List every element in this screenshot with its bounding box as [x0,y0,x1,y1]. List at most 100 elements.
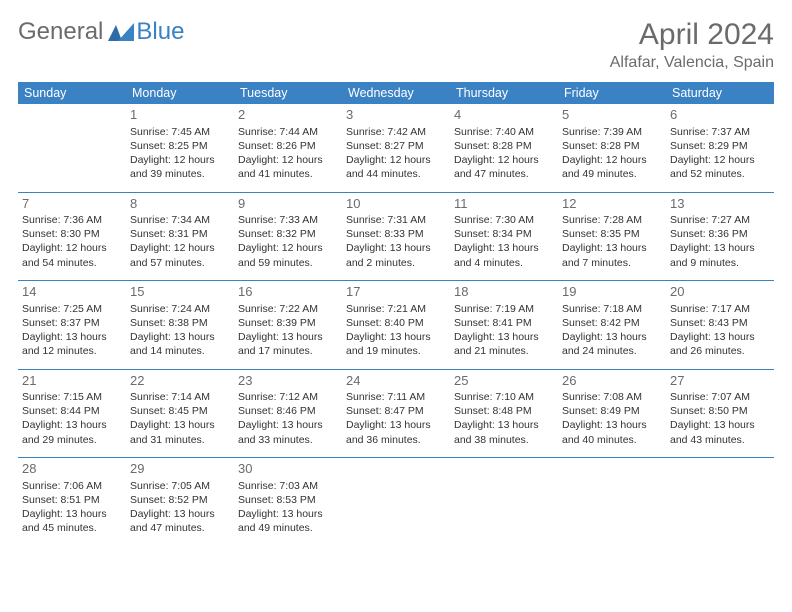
daylight-line-1: Daylight: 13 hours [670,418,770,432]
day-number: 14 [22,283,122,301]
sunrise-line: Sunrise: 7:05 AM [130,479,230,493]
sunset-line: Sunset: 8:41 PM [454,316,554,330]
day-number: 1 [130,106,230,124]
calendar-cell: 23Sunrise: 7:12 AMSunset: 8:46 PMDayligh… [234,370,342,458]
sunset-line: Sunset: 8:44 PM [22,404,122,418]
sunrise-line: Sunrise: 7:10 AM [454,390,554,404]
daylight-line-1: Daylight: 13 hours [238,418,338,432]
sunrise-line: Sunrise: 7:24 AM [130,302,230,316]
day-number: 25 [454,372,554,390]
sunrise-line: Sunrise: 7:33 AM [238,213,338,227]
calendar-cell: 24Sunrise: 7:11 AMSunset: 8:47 PMDayligh… [342,370,450,458]
month-title: April 2024 [610,18,774,52]
daylight-line-2: and 7 minutes. [562,256,662,270]
col-sunday: Sunday [18,82,126,104]
sunrise-line: Sunrise: 7:34 AM [130,213,230,227]
day-number: 19 [562,283,662,301]
calendar-cell: 21Sunrise: 7:15 AMSunset: 8:44 PMDayligh… [18,370,126,458]
sunset-line: Sunset: 8:30 PM [22,227,122,241]
calendar-row: 28Sunrise: 7:06 AMSunset: 8:51 PMDayligh… [18,458,774,546]
day-number: 17 [346,283,446,301]
calendar-row: 21Sunrise: 7:15 AMSunset: 8:44 PMDayligh… [18,370,774,458]
sunrise-line: Sunrise: 7:15 AM [22,390,122,404]
daylight-line-1: Daylight: 12 hours [22,241,122,255]
daylight-line-1: Daylight: 13 hours [562,241,662,255]
sunrise-line: Sunrise: 7:12 AM [238,390,338,404]
day-number: 26 [562,372,662,390]
daylight-line-2: and 43 minutes. [670,433,770,447]
daylight-line-1: Daylight: 13 hours [346,330,446,344]
daylight-line-2: and 24 minutes. [562,344,662,358]
daylight-line-2: and 26 minutes. [670,344,770,358]
sunrise-line: Sunrise: 7:22 AM [238,302,338,316]
logo: General Blue [18,18,184,46]
sunset-line: Sunset: 8:26 PM [238,139,338,153]
daylight-line-2: and 12 minutes. [22,344,122,358]
sunset-line: Sunset: 8:25 PM [130,139,230,153]
daylight-line-1: Daylight: 12 hours [130,153,230,167]
title-block: April 2024 Alfafar, Valencia, Spain [610,18,774,72]
daylight-line-2: and 14 minutes. [130,344,230,358]
day-number: 21 [22,372,122,390]
daylight-line-2: and 47 minutes. [454,167,554,181]
day-number: 2 [238,106,338,124]
daylight-line-2: and 36 minutes. [346,433,446,447]
calendar-cell: 25Sunrise: 7:10 AMSunset: 8:48 PMDayligh… [450,370,558,458]
calendar-cell: 4Sunrise: 7:40 AMSunset: 8:28 PMDaylight… [450,104,558,192]
daylight-line-1: Daylight: 13 hours [238,507,338,521]
sunset-line: Sunset: 8:46 PM [238,404,338,418]
sunrise-line: Sunrise: 7:42 AM [346,125,446,139]
calendar-cell: 26Sunrise: 7:08 AMSunset: 8:49 PMDayligh… [558,370,666,458]
sunrise-line: Sunrise: 7:25 AM [22,302,122,316]
col-wednesday: Wednesday [342,82,450,104]
day-number: 7 [22,195,122,213]
daylight-line-2: and 44 minutes. [346,167,446,181]
calendar-cell: 6Sunrise: 7:37 AMSunset: 8:29 PMDaylight… [666,104,774,192]
calendar-cell [666,458,774,546]
sunrise-line: Sunrise: 7:37 AM [670,125,770,139]
day-number: 8 [130,195,230,213]
sunset-line: Sunset: 8:52 PM [130,493,230,507]
sunset-line: Sunset: 8:47 PM [346,404,446,418]
daylight-line-1: Daylight: 12 hours [346,153,446,167]
daylight-line-2: and 31 minutes. [130,433,230,447]
calendar-cell: 2Sunrise: 7:44 AMSunset: 8:26 PMDaylight… [234,104,342,192]
sunrise-line: Sunrise: 7:45 AM [130,125,230,139]
day-number: 11 [454,195,554,213]
daylight-line-2: and 40 minutes. [562,433,662,447]
calendar-cell: 14Sunrise: 7:25 AMSunset: 8:37 PMDayligh… [18,281,126,369]
daylight-line-1: Daylight: 13 hours [22,418,122,432]
daylight-line-1: Daylight: 13 hours [562,330,662,344]
calendar-cell: 9Sunrise: 7:33 AMSunset: 8:32 PMDaylight… [234,193,342,281]
calendar-cell: 30Sunrise: 7:03 AMSunset: 8:53 PMDayligh… [234,458,342,546]
sunset-line: Sunset: 8:27 PM [346,139,446,153]
day-number: 20 [670,283,770,301]
day-number: 30 [238,460,338,478]
daylight-line-1: Daylight: 13 hours [454,418,554,432]
sunset-line: Sunset: 8:28 PM [562,139,662,153]
sunset-line: Sunset: 8:40 PM [346,316,446,330]
day-number: 16 [238,283,338,301]
calendar-row: 7Sunrise: 7:36 AMSunset: 8:30 PMDaylight… [18,193,774,281]
day-number: 23 [238,372,338,390]
day-number: 9 [238,195,338,213]
sunrise-line: Sunrise: 7:08 AM [562,390,662,404]
sunset-line: Sunset: 8:53 PM [238,493,338,507]
daylight-line-2: and 38 minutes. [454,433,554,447]
sunrise-line: Sunrise: 7:27 AM [670,213,770,227]
logo-mark-icon [108,19,134,46]
sunrise-line: Sunrise: 7:06 AM [22,479,122,493]
col-saturday: Saturday [666,82,774,104]
header: General Blue April 2024 Alfafar, Valenci… [18,18,774,72]
sunset-line: Sunset: 8:42 PM [562,316,662,330]
daylight-line-1: Daylight: 13 hours [238,330,338,344]
calendar-cell: 16Sunrise: 7:22 AMSunset: 8:39 PMDayligh… [234,281,342,369]
sunset-line: Sunset: 8:28 PM [454,139,554,153]
calendar-cell: 5Sunrise: 7:39 AMSunset: 8:28 PMDaylight… [558,104,666,192]
sunrise-line: Sunrise: 7:03 AM [238,479,338,493]
sunrise-line: Sunrise: 7:39 AM [562,125,662,139]
daylight-line-2: and 59 minutes. [238,256,338,270]
daylight-line-1: Daylight: 13 hours [562,418,662,432]
daylight-line-1: Daylight: 13 hours [22,507,122,521]
sunset-line: Sunset: 8:29 PM [670,139,770,153]
